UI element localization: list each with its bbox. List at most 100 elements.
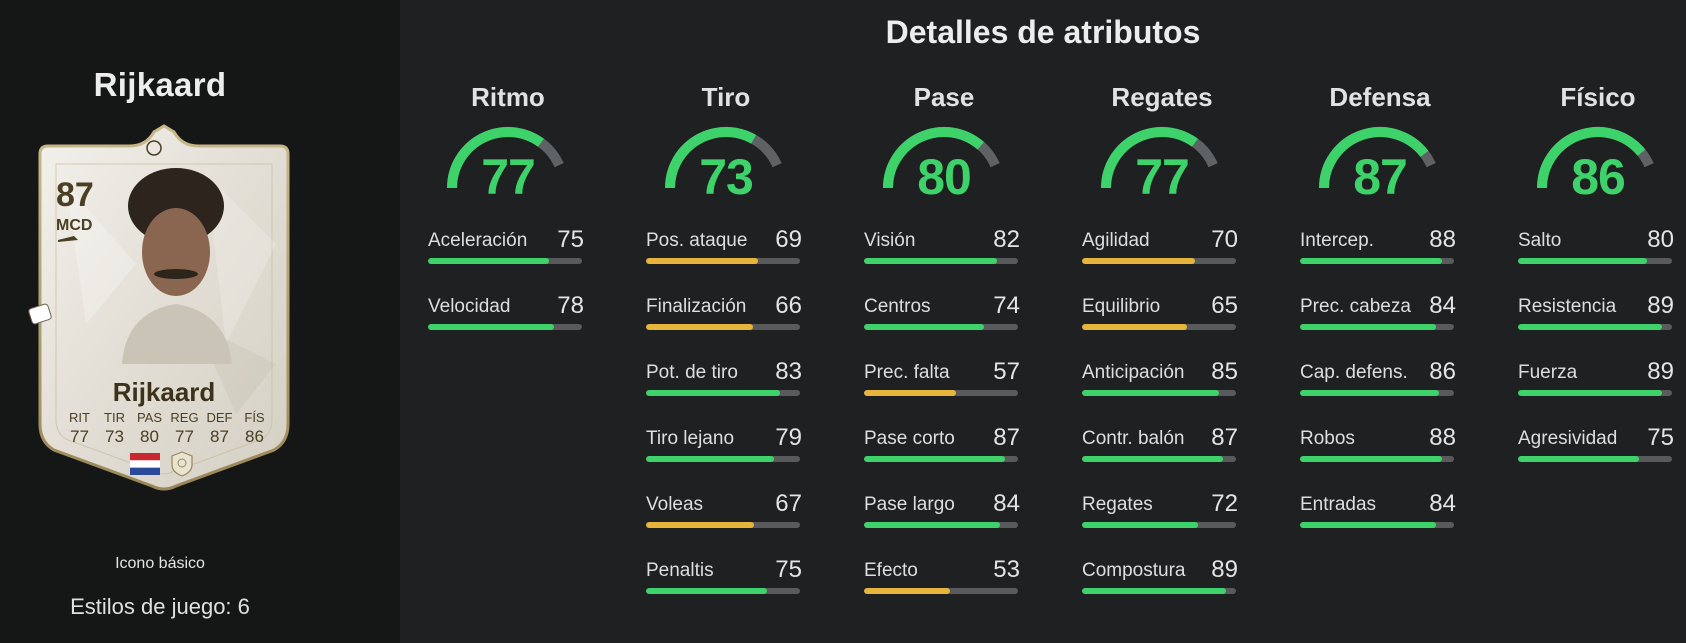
attribute-row[interactable]: Resistencia 89 bbox=[1518, 292, 1678, 336]
attribute-row[interactable]: Efecto 53 bbox=[864, 556, 1024, 600]
category-name: Defensa bbox=[1329, 82, 1431, 112]
attribute-column-1: Tiro 73 Pos. ataque 69 Finalización 66 Pot. d… bbox=[646, 82, 806, 594]
attribute-row[interactable]: Velocidad 78 bbox=[428, 292, 588, 336]
category-name: Pase bbox=[913, 82, 975, 112]
category-rating-gauge: 73 bbox=[646, 122, 806, 205]
attribute-bar-track bbox=[1082, 390, 1236, 396]
attribute-row[interactable]: Salto 80 bbox=[1518, 226, 1678, 270]
attribute-bar-fill bbox=[1518, 390, 1662, 396]
attribute-value: 88 bbox=[1429, 226, 1456, 253]
attribute-value: 82 bbox=[993, 226, 1020, 253]
attribute-label: Efecto bbox=[864, 560, 918, 581]
attribute-label: Robos bbox=[1300, 428, 1355, 449]
attribute-row[interactable]: Tiro lejano 79 bbox=[646, 424, 806, 468]
attribute-bar-fill bbox=[1518, 258, 1648, 264]
attribute-value: 69 bbox=[775, 226, 802, 253]
attribute-row[interactable]: Penaltis 75 bbox=[646, 556, 806, 600]
attribute-bar-fill bbox=[864, 390, 957, 396]
attribute-row[interactable]: Entradas 84 bbox=[1300, 490, 1460, 534]
attribute-label: Velocidad bbox=[428, 296, 511, 317]
attribute-row[interactable]: Anticipación 85 bbox=[1082, 358, 1242, 402]
attribute-bar-track bbox=[428, 324, 582, 330]
attribute-bar-fill bbox=[428, 324, 555, 330]
category-rating: 80 bbox=[917, 149, 972, 205]
rating-gauge-arc bbox=[1101, 127, 1218, 189]
attribute-bar-fill bbox=[864, 522, 1000, 528]
attribute-row[interactable]: Agilidad 70 bbox=[1082, 226, 1242, 270]
attribute-bar-track bbox=[864, 588, 1018, 594]
attribute-row[interactable]: Pos. ataque 69 bbox=[646, 226, 806, 270]
attribute-bar-fill bbox=[864, 588, 950, 594]
attribute-row[interactable]: Contr. balón 87 bbox=[1082, 424, 1242, 468]
attribute-bar-fill bbox=[646, 588, 768, 594]
attribute-row[interactable]: Voleas 67 bbox=[646, 490, 806, 534]
attribute-value: 89 bbox=[1647, 358, 1674, 385]
attribute-row[interactable]: Regates 72 bbox=[1082, 490, 1242, 534]
attribute-label: Prec. falta bbox=[864, 362, 950, 383]
attribute-row[interactable]: Visión 82 bbox=[864, 226, 1024, 270]
card-stat-value: 87 bbox=[210, 427, 229, 446]
attribute-row[interactable]: Aceleración 75 bbox=[428, 226, 588, 270]
attribute-bar-fill bbox=[864, 456, 1005, 462]
card-stat-label: RIT bbox=[69, 410, 90, 425]
attribute-row[interactable]: Intercep. 88 bbox=[1300, 226, 1460, 270]
attribute-value: 67 bbox=[775, 490, 802, 517]
attribute-row[interactable]: Fuerza 89 bbox=[1518, 358, 1678, 402]
attribute-row[interactable]: Cap. defens. 86 bbox=[1300, 358, 1460, 402]
attribute-column-5: Físico 86 Salto 80 Resistencia 89 Fuerza 89 Agr… bbox=[1518, 82, 1678, 462]
icon-club-badge-icon bbox=[171, 451, 193, 477]
attribute-bar-track bbox=[1518, 390, 1672, 396]
attribute-bar-fill bbox=[864, 258, 997, 264]
card-stats: RIT 77 TIR 73 PAS 80 REG 77 DEF 87 FÍS 86 bbox=[62, 410, 272, 447]
attribute-row[interactable]: Equilibrio 65 bbox=[1082, 292, 1242, 336]
card-background bbox=[28, 124, 290, 491]
attribute-row[interactable]: Prec. cabeza 84 bbox=[1300, 292, 1460, 336]
attribute-bar-fill bbox=[1082, 390, 1220, 396]
attribute-row[interactable]: Prec. falta 57 bbox=[864, 358, 1024, 402]
category-rating: 87 bbox=[1353, 149, 1408, 205]
rating-gauge-arc bbox=[665, 127, 782, 189]
attribute-row[interactable]: Robos 88 bbox=[1300, 424, 1460, 468]
attribute-column-2: Pase 80 Visión 82 Centros 74 Prec. falta 57 Pas… bbox=[864, 82, 1024, 594]
attribute-row[interactable]: Compostura 89 bbox=[1082, 556, 1242, 600]
netherlands-flag-icon bbox=[130, 453, 160, 475]
card-stat-label: FÍS bbox=[244, 410, 265, 425]
attribute-label: Centros bbox=[864, 296, 931, 317]
attribute-row[interactable]: Pase corto 87 bbox=[864, 424, 1024, 468]
attribute-row[interactable]: Pase largo 84 bbox=[864, 490, 1024, 534]
attribute-bar-track bbox=[1518, 324, 1672, 330]
attribute-row[interactable]: Agresividad 75 bbox=[1518, 424, 1678, 468]
attribute-bar-track bbox=[1300, 522, 1454, 528]
attribute-label: Entradas bbox=[1300, 494, 1377, 515]
attribute-value: 84 bbox=[993, 490, 1020, 517]
attribute-label: Cap. defens. bbox=[1300, 362, 1408, 383]
attribute-value: 72 bbox=[1211, 490, 1238, 517]
attribute-row[interactable]: Pot. de tiro 83 bbox=[646, 358, 806, 402]
attribute-bar-fill bbox=[1300, 324, 1436, 330]
attribute-label: Prec. cabeza bbox=[1300, 296, 1411, 317]
player-card[interactable]: 87 MCD Rijkaard RIT 77 TIR 73 PAS 80 REG 77 … bbox=[26, 124, 302, 496]
attribute-label: Pos. ataque bbox=[646, 230, 748, 251]
attribute-value: 89 bbox=[1647, 292, 1674, 319]
playstyles-count[interactable]: Estilos de juego: 6 bbox=[70, 594, 250, 619]
attribute-bar-track bbox=[1082, 258, 1236, 264]
attribute-label: Finalización bbox=[646, 296, 747, 317]
rating-gauge-arc bbox=[1537, 127, 1654, 189]
attribute-value: 75 bbox=[557, 226, 584, 253]
attribute-value: 74 bbox=[993, 292, 1020, 319]
attribute-value: 80 bbox=[1647, 226, 1674, 253]
attribute-column-0: Ritmo 77 Aceleración 75 Velocidad 78 bbox=[428, 82, 588, 330]
attribute-value: 57 bbox=[993, 358, 1020, 385]
attribute-bar-track bbox=[646, 588, 800, 594]
category-name: Ritmo bbox=[471, 82, 545, 112]
attribute-row[interactable]: Centros 74 bbox=[864, 292, 1024, 336]
attribute-row[interactable]: Finalización 66 bbox=[646, 292, 806, 336]
card-stat-label: PAS bbox=[136, 410, 163, 425]
attribute-label: Visión bbox=[864, 230, 916, 251]
attribute-value: 85 bbox=[1211, 358, 1238, 385]
attribute-label: Intercep. bbox=[1300, 230, 1374, 251]
card-stat-value: 77 bbox=[70, 427, 89, 446]
attribute-bar-fill bbox=[1300, 456, 1443, 462]
attribute-bar-fill bbox=[428, 258, 550, 264]
attribute-column-4: Defensa 87 Intercep. 88 Prec. cabeza 84 Cap. … bbox=[1300, 82, 1460, 528]
